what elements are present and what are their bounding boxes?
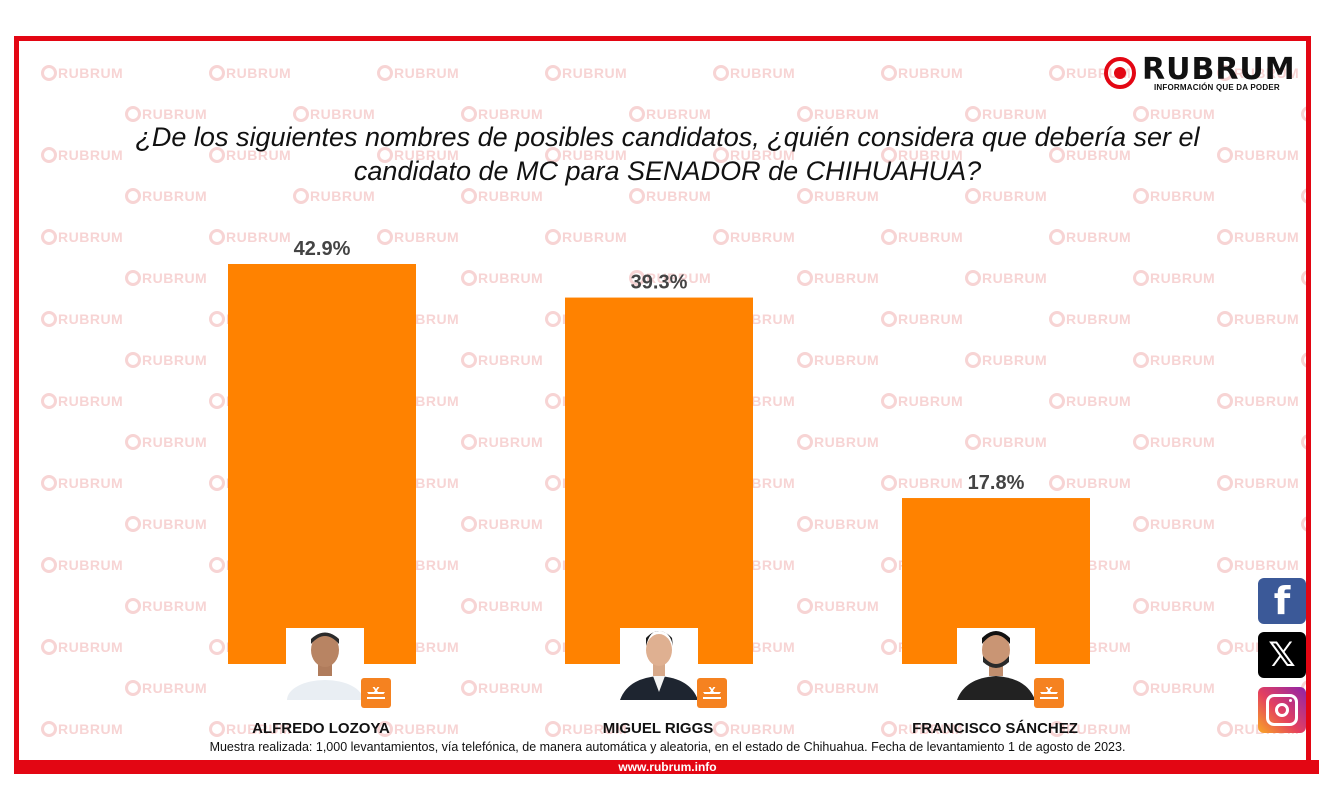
- x-glyph: 𝕏: [1268, 635, 1296, 675]
- logo-tagline: INFORMACIÓN QUE DA PODER: [1154, 83, 1280, 92]
- chart-title: ¿De los siguientes nombres de posibles c…: [60, 120, 1275, 188]
- chart-title-line-2: candidato de MC para SENADOR de CHIHUAHU…: [353, 156, 982, 186]
- mc-party-logo: [361, 678, 391, 708]
- facebook-icon[interactable]: f: [1258, 578, 1306, 624]
- logo-text: RUBRUM: [1142, 52, 1296, 87]
- chart-title-line-1: ¿De los siguientes nombres de posibles c…: [135, 122, 1200, 152]
- candidate-name: ALFREDO LOZOYA: [252, 720, 390, 737]
- candidate-photo-lozoya: [286, 628, 364, 700]
- bar-value-label: 39.3%: [631, 272, 688, 294]
- bar-1: [228, 264, 416, 664]
- bar-value-label: 17.8%: [968, 472, 1025, 494]
- candidate-name: MIGUEL RIGGS: [602, 720, 714, 737]
- candidate-name: FRANCISCO SÁNCHEZ: [912, 720, 1078, 737]
- rubrum-logo: RUBRUM INFORMACIÓN QUE DA PODER: [1104, 52, 1295, 94]
- methodology-note: Muestra realizada: 1,000 levantamientos,…: [209, 740, 1126, 754]
- mc-party-logo: [1034, 678, 1064, 708]
- bar-2: [565, 297, 753, 664]
- footer-bar: [14, 760, 1319, 774]
- x-icon[interactable]: 𝕏: [1258, 632, 1306, 678]
- instagram-glyph: [1266, 694, 1298, 726]
- facebook-glyph: f: [1273, 579, 1291, 623]
- bar-value-label: 42.9%: [294, 238, 351, 260]
- logo-target-icon: [1104, 57, 1136, 89]
- instagram-icon[interactable]: [1258, 687, 1306, 733]
- mc-party-logo: [697, 678, 727, 708]
- candidate-photo-riggs: [620, 628, 698, 700]
- footer-url[interactable]: www.rubrum.info: [618, 760, 717, 774]
- candidate-photo-sanchez: [957, 628, 1035, 700]
